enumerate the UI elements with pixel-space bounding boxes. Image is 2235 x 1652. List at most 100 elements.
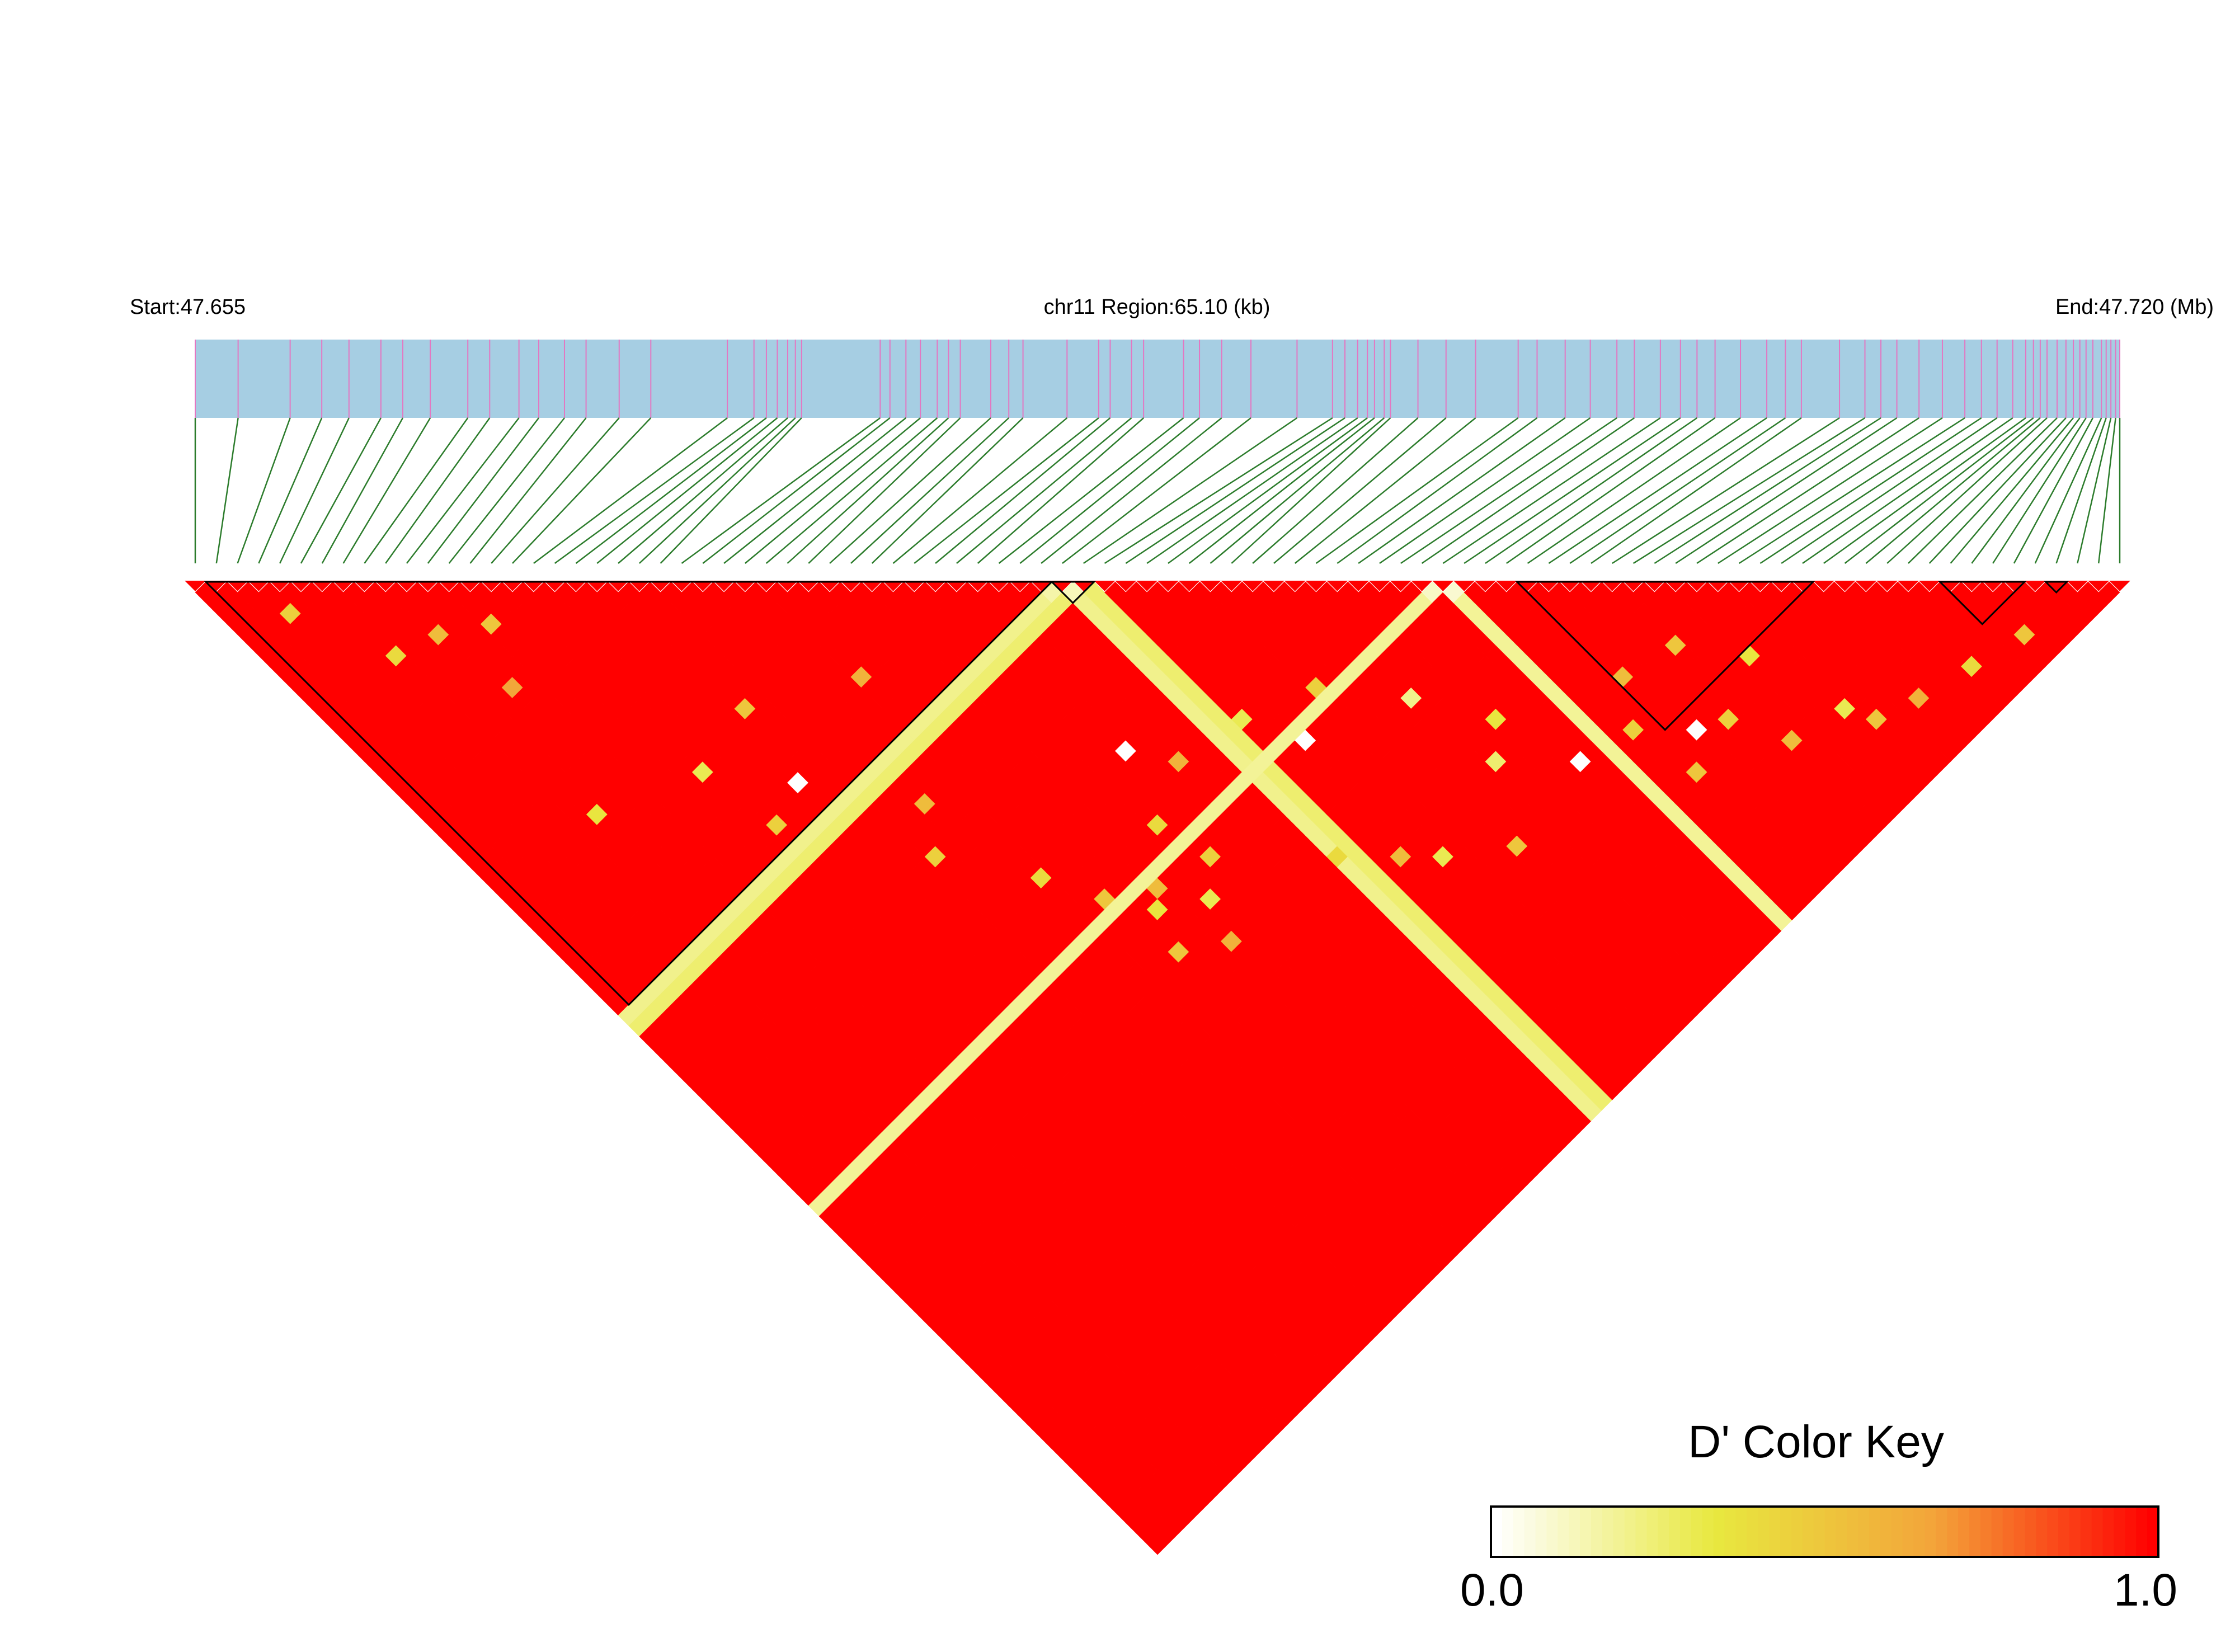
color-key-swatch [2091,1507,2104,1557]
color-key-swatch [2025,1507,2037,1557]
ld-edge-triangle [586,581,608,591]
ld-edge-triangle [650,581,671,591]
color-key-swatch [2080,1507,2092,1557]
ld-edge-triangle [2045,581,2067,591]
ld-edge-triangle [2024,581,2046,591]
ld-edge-triangle [1622,581,1644,591]
ld-edge-triangle [544,581,566,591]
snp-connector [300,417,382,564]
snp-connector [448,417,565,564]
ld-edge-triangle [1601,581,1623,591]
ld-edge-triangle [354,581,375,591]
color-key-swatch [1569,1507,1581,1557]
ld-edge-triangle [1728,581,1750,591]
ld-edge-triangle [967,581,989,591]
snp-connector [618,417,788,564]
ld-edge-triangle [2109,581,2130,591]
ld-edge-triangle [713,581,735,591]
start-label: Start:47.655 [130,295,246,319]
snp-connector [1379,417,1591,564]
ld-edge-triangle [1940,581,1961,591]
ld-edge-triangle [1411,581,1433,591]
color-key-swatch [1735,1507,1748,1557]
haplotype-block-outline [1050,581,1097,604]
color-key-swatch [1758,1507,1770,1557]
color-key-swatch [1913,1507,1926,1557]
snp-connector [1612,417,1840,564]
ld-edge-triangle [1792,581,1813,591]
ld-edge-triangle [1707,581,1729,591]
ld-edge-triangle [2003,581,2025,591]
ld-edge-triangle [1031,581,1052,591]
haplotype-block-outline [1515,581,1815,731]
ld-edge-triangle [565,581,587,591]
snp-connector [638,417,796,564]
ld-edge-triangle [1051,581,1073,591]
ld-edge-triangle [798,581,820,591]
snp-connector [1210,417,1385,564]
color-key-swatch [1524,1507,1536,1557]
snp-connector [1971,417,2081,564]
color-key-frame [1490,1505,2159,1558]
ld-edge-triangle [1644,581,1665,591]
snp-connector [956,417,1132,564]
color-key-swatch [2069,1507,2081,1557]
color-key-swatch [1646,1507,1659,1557]
color-key-swatch [1869,1507,1881,1557]
ld-edge-triangle [1094,581,1116,591]
color-key-swatch [1558,1507,1570,1557]
color-key-swatch [1747,1507,1759,1557]
ld-edge-triangle [311,581,333,591]
ld-edge-triangle [904,581,925,591]
ld-edge-triangle [1665,581,1687,591]
ld-edge-triangle [1178,581,1200,591]
snp-connector [745,417,921,564]
ld-edge-triangle [671,581,693,591]
chromosome-track [195,340,2120,418]
color-key-swatch [1546,1507,1559,1557]
ld-edge-triangle [1072,581,1094,591]
ld-edge-triangle [248,581,270,591]
snp-connector [1125,417,1345,564]
snp-connector [533,417,728,564]
snp-connector [1928,417,2067,564]
snp-connector [427,417,540,564]
ld-edge-triangle [396,581,417,591]
color-key-swatch [1535,1507,1547,1557]
snp-connector [342,417,431,564]
snp-connector [871,417,1024,564]
snp-connector [765,417,938,564]
ld-edge-triangle [608,581,629,591]
ld-edge-triangle [1369,581,1390,591]
color-key-swatch [1813,1507,1825,1557]
ld-edge-triangle [1136,581,1158,591]
color-key-swatch [1902,1507,1914,1557]
ld-edge-triangle [1115,581,1137,591]
color-key-swatch [1580,1507,1592,1557]
ld-edge-triangle [755,581,777,591]
ld-edge-triangle [1495,581,1517,591]
snp-connector [1294,417,1476,564]
color-key-swatch [1702,1507,1714,1557]
ld-edge-triangle [1475,581,1496,591]
color-key-swatch [1947,1507,1959,1557]
color-key-swatch [1958,1507,1970,1557]
snp-connector [1442,417,1661,564]
ld-edge-triangle [332,581,354,591]
ld-edge-triangle [502,581,523,591]
snp-connector [237,417,291,564]
color-key-swatch [1836,1507,1848,1557]
snp-connector [596,417,778,564]
ld-edge-triangle [840,581,862,591]
snp-connector [1950,417,2074,564]
snp-connector [1188,417,1375,564]
color-key-swatch [1680,1507,1692,1557]
snp-connector [2077,417,2112,564]
ld-edge-triangle [438,581,460,591]
haplotype-block-outline [1938,581,2027,625]
snp-connector [1738,417,1965,564]
ld-edge-triangle [1876,581,1898,591]
snp-connector [1569,417,1786,564]
